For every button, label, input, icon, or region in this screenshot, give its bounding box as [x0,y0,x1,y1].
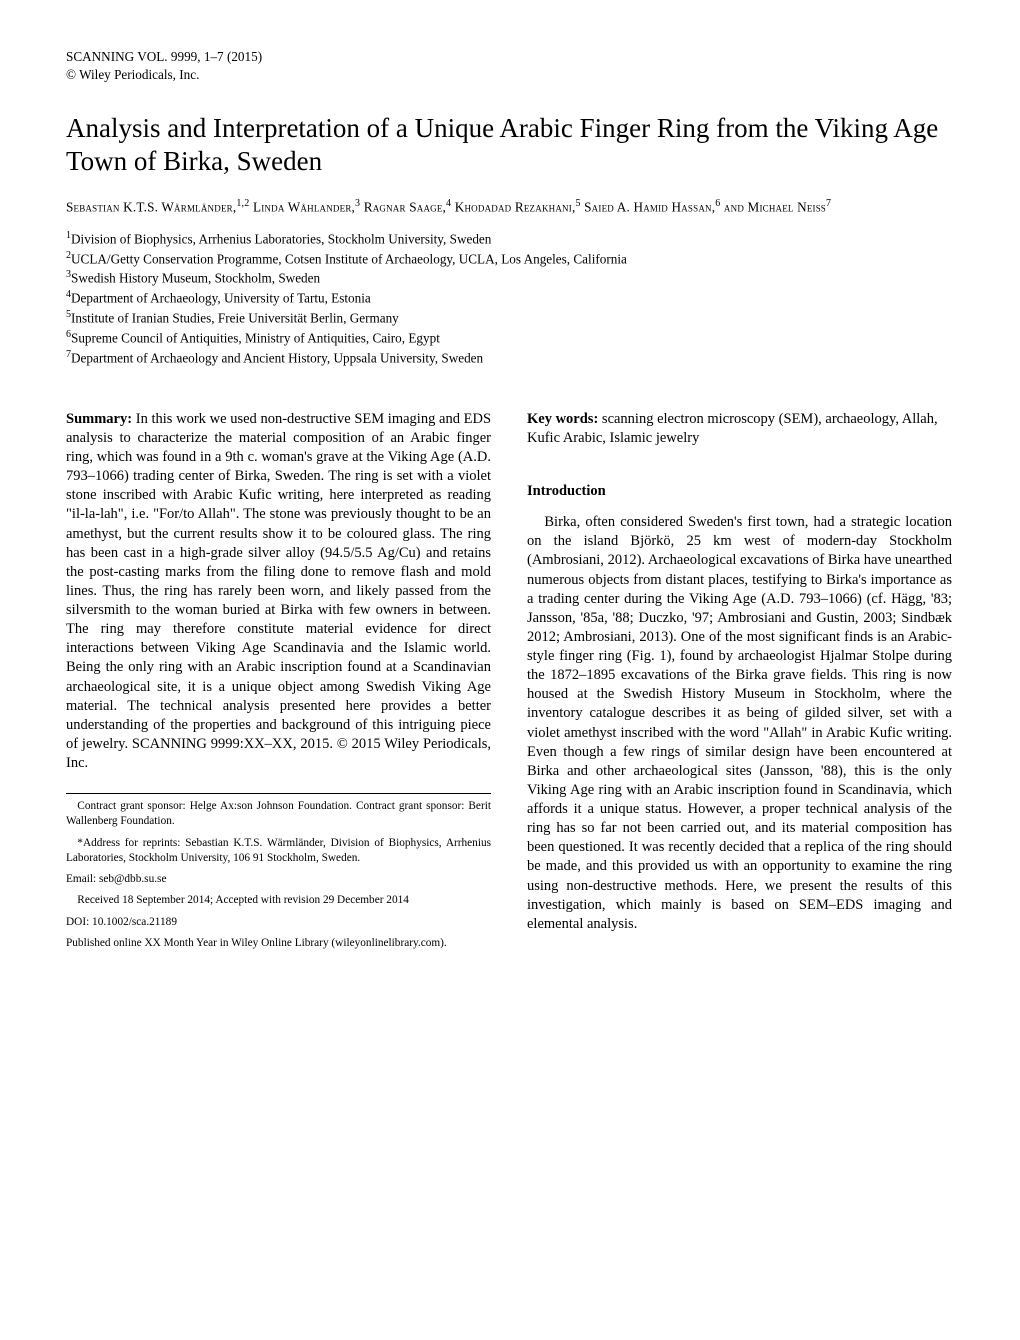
contact-email: Email: seb@dbb.su.se [66,872,491,887]
keywords-label: Key words: [527,411,598,427]
affiliation-row: 6Supreme Council of Antiquities, Ministr… [66,328,952,348]
left-column: Summary: In this work we used non-destru… [66,410,491,957]
keywords: Key words: scanning electron microscopy … [527,410,952,448]
journal-header: SCANNING VOL. 9999, 1–7 (2015) © Wiley P… [66,48,952,84]
received-date: Received 18 September 2014; Accepted wit… [66,893,491,908]
summary: Summary: In this work we used non-destru… [66,410,491,773]
affiliations: 1Division of Biophysics, Arrhenius Labor… [66,229,952,368]
article-footer: Contract grant sponsor: Helge Ax:son Joh… [66,793,491,951]
article-title: Analysis and Interpretation of a Unique … [66,112,952,180]
affiliation-row: 7Department of Archaeology and Ancient H… [66,348,952,368]
affiliation-row: 4Department of Archaeology, University o… [66,288,952,308]
journal-line-2: © Wiley Periodicals, Inc. [66,66,952,84]
reprint-address: *Address for reprints: Sebastian K.T.S. … [66,836,491,867]
affiliation-row: 1Division of Biophysics, Arrhenius Labor… [66,229,952,249]
intro-heading: Introduction [527,482,952,501]
affiliation-row: 2UCLA/Getty Conservation Programme, Cots… [66,249,952,269]
affiliation-row: 5Institute of Iranian Studies, Freie Uni… [66,308,952,328]
doi: DOI: 10.1002/sca.21189 [66,915,491,930]
right-column: Key words: scanning electron microscopy … [527,410,952,957]
summary-label: Summary: [66,411,132,427]
summary-body: In this work we used non-destructive SEM… [66,411,491,771]
affiliation-row: 3Swedish History Museum, Stockholm, Swed… [66,268,952,288]
grant-info: Contract grant sponsor: Helge Ax:son Joh… [66,799,491,830]
published-online: Published online XX Month Year in Wiley … [66,936,491,951]
intro-text: Birka, often considered Sweden's first t… [527,513,952,934]
body-columns: Summary: In this work we used non-destru… [66,410,952,957]
author-list: Sebastian K.T.S. Wärmländer,1,2 Linda Wå… [66,197,952,217]
journal-line-1: SCANNING VOL. 9999, 1–7 (2015) [66,48,952,66]
